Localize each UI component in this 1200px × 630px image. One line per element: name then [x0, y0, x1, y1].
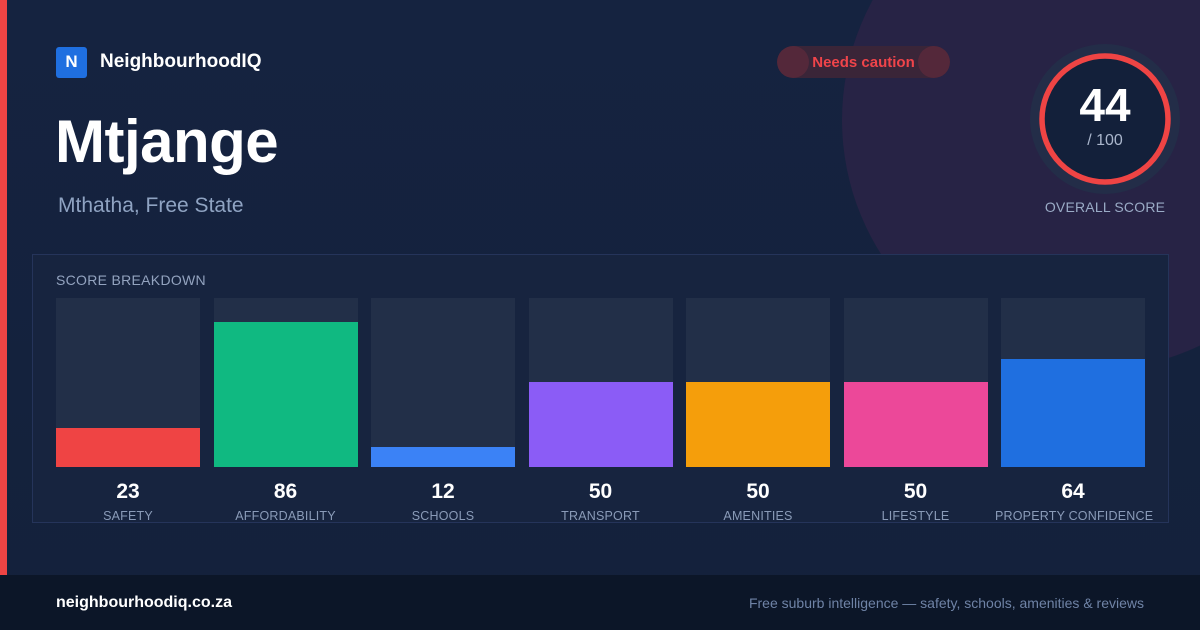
footer-domain: neighbourhoodiq.co.za [56, 594, 232, 611]
score-bar-track [528, 298, 673, 467]
score-bar-fill [843, 382, 988, 467]
score-ring-graphic [1030, 44, 1180, 194]
overall-score-caption: OVERALL SCORE [1044, 199, 1166, 215]
score-bar-value: 23 [116, 480, 140, 503]
score-bar-fill [1001, 359, 1145, 467]
score-bar-track [843, 298, 988, 467]
status-badge: Needs caution [777, 46, 950, 78]
score-breakdown-title: SCORE BREAKDOWN [56, 272, 206, 288]
score-bar-label: SCHOOLS [411, 509, 475, 523]
score-bar-track [371, 298, 515, 467]
overall-score-ring: 44 / 100 [1028, 42, 1182, 196]
score-bar-fill [56, 428, 200, 467]
score-bar-track [56, 298, 200, 467]
accent-strip [0, 0, 7, 575]
score-bar-fill [528, 382, 673, 467]
brand-name: NeighbourhoodIQ [100, 51, 262, 72]
score-bar-value: 50 [588, 480, 613, 503]
score-bar-value: 50 [903, 480, 928, 503]
footer: neighbourhoodiq.co.za Free suburb intell… [0, 575, 1200, 630]
score-bar-fill [213, 322, 358, 467]
score-bar-label: SAFETY [103, 509, 153, 523]
score-bar-label: AMENITIES [723, 509, 793, 523]
score-bar-label: PROPERTY CONFIDENCE [995, 509, 1154, 523]
score-bar-track [686, 298, 830, 467]
overall-score-value: 44 [1079, 79, 1131, 131]
score-bar-track [213, 298, 358, 467]
score-bar-value: 86 [273, 480, 298, 503]
suburb-title: Mtjange [55, 108, 279, 175]
score-bar-value: 50 [746, 480, 770, 503]
score-bar-label: TRANSPORT [561, 509, 640, 523]
score-bar-label: LIFESTYLE [881, 509, 950, 523]
score-bar-fill [686, 382, 830, 467]
score-bar-label: AFFORDABILITY [235, 509, 336, 523]
score-bar-value: 12 [431, 480, 455, 503]
brand-logo-icon: N [56, 46, 87, 78]
score-bar-track [1001, 298, 1145, 467]
suburb-location: Mthatha, Free State [58, 194, 244, 217]
overall-score-max: / 100 [1087, 132, 1123, 149]
footer-tagline: Free suburb intelligence — safety, schoo… [748, 595, 1144, 611]
status-badge-label: Needs caution [812, 53, 915, 71]
brand: N NeighbourhoodIQ [56, 46, 261, 78]
score-bar-fill [371, 447, 515, 467]
score-bar-value: 64 [1061, 480, 1085, 503]
score-breakdown-panel: SCORE BREAKDOWN 23 SAFETY 86 AFFORDABILITY 1… [32, 254, 1169, 523]
